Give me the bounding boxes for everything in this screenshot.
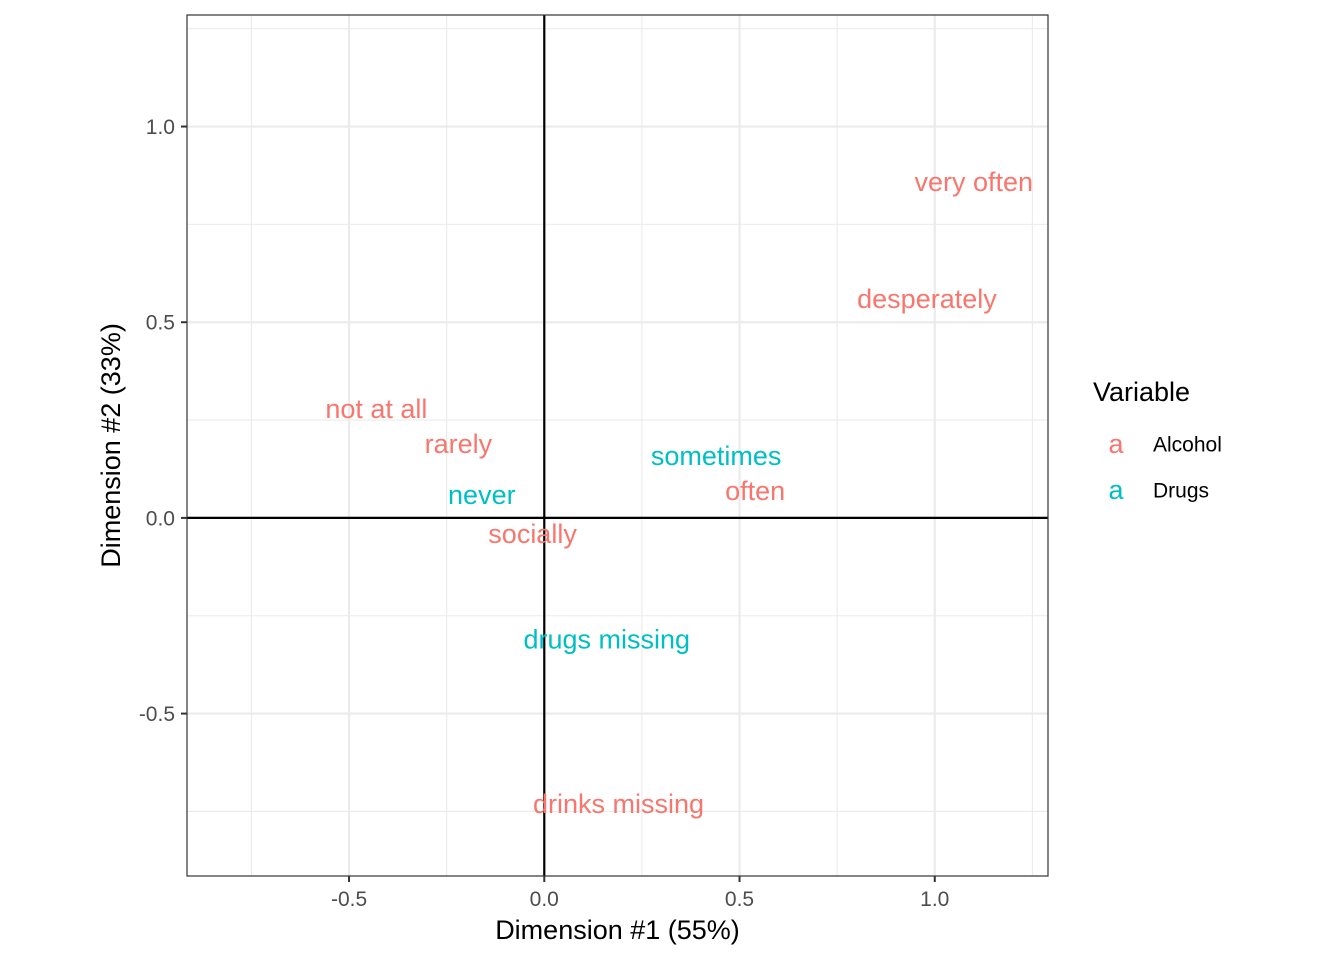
point-label-alcohol: desperately bbox=[857, 284, 997, 314]
legend-title: Variable bbox=[1093, 377, 1190, 407]
point-label-drugs: sometimes bbox=[651, 441, 782, 471]
point-label-drugs: drugs missing bbox=[523, 625, 690, 655]
x-tick-label: -0.5 bbox=[331, 888, 367, 911]
point-label-alcohol: socially bbox=[488, 519, 577, 549]
point-label-alcohol: not at all bbox=[325, 394, 427, 424]
point-label-drugs: never bbox=[448, 480, 516, 510]
legend-label: Drugs bbox=[1153, 480, 1209, 503]
legend-key-glyph: a bbox=[1108, 475, 1124, 505]
plot-panel-background bbox=[187, 15, 1048, 876]
y-tick-label: 0.5 bbox=[146, 312, 175, 335]
plot-panel-border bbox=[186, 14, 1049, 877]
point-label-alcohol: often bbox=[725, 476, 785, 506]
legend-label: Alcohol bbox=[1153, 434, 1222, 457]
x-tick-label: 0.5 bbox=[725, 888, 754, 911]
y-axis-ticks: -0.5 0.0 0.5 1.0 bbox=[139, 116, 187, 726]
y-tick-label: 0.0 bbox=[146, 507, 175, 530]
point-labels: very often desperately not at all rarely oft… bbox=[325, 167, 1033, 819]
x-tick-label: 0.0 bbox=[530, 888, 559, 911]
reference-lines bbox=[187, 15, 1048, 876]
legend-entries: a Alcohol a Drugs bbox=[1108, 429, 1221, 505]
point-label-alcohol: rarely bbox=[425, 429, 493, 459]
point-label-alcohol: very often bbox=[915, 167, 1034, 197]
x-axis-title: Dimension #1 (55%) bbox=[495, 915, 740, 945]
x-tick-label: 1.0 bbox=[920, 888, 949, 911]
y-tick-label: -0.5 bbox=[139, 703, 175, 726]
legend-key-glyph: a bbox=[1108, 429, 1124, 459]
x-axis-ticks: -0.5 0.0 0.5 1.0 bbox=[331, 876, 949, 911]
point-label-alcohol: drinks missing bbox=[533, 789, 704, 819]
legend: Variable a Alcohol a Drugs bbox=[1093, 377, 1222, 505]
y-tick-label: 1.0 bbox=[146, 116, 175, 139]
y-axis-title: Dimension #2 (33%) bbox=[96, 323, 126, 568]
minor-gridlines bbox=[187, 15, 1048, 876]
